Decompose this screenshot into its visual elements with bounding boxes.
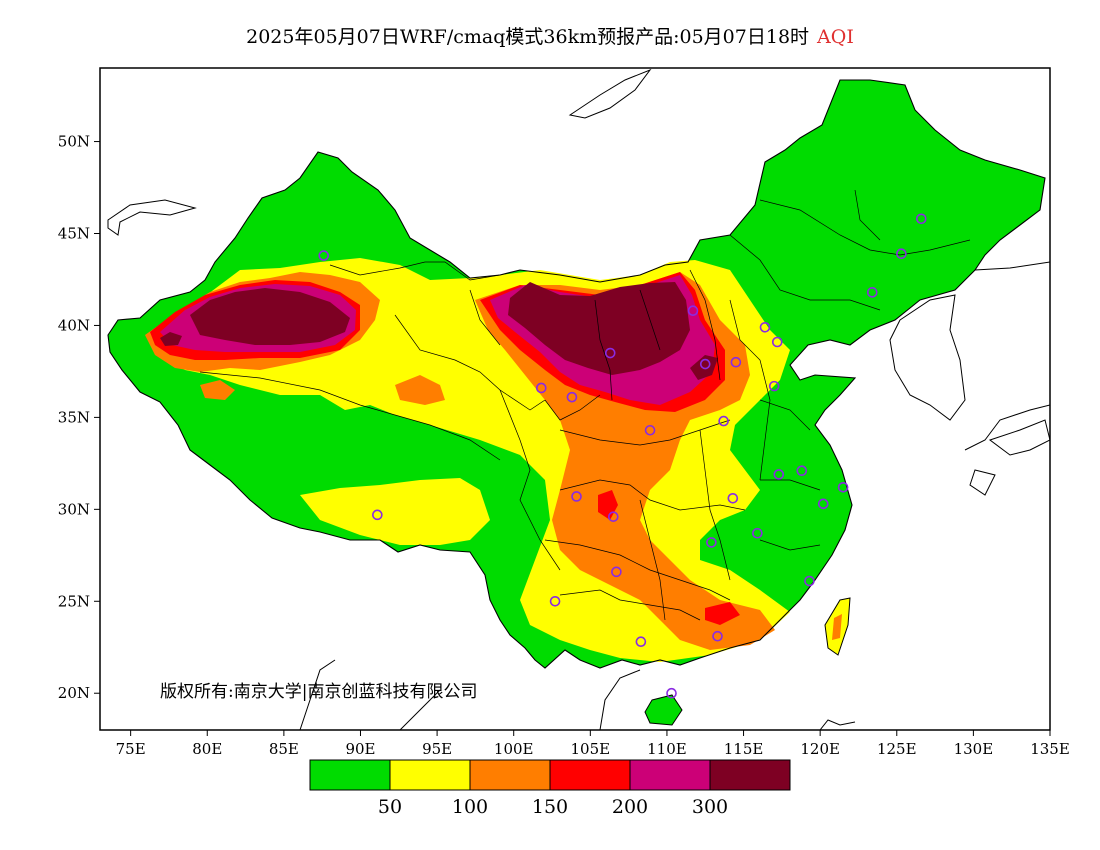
city-station-marker	[837, 481, 849, 493]
city-station-marker	[727, 492, 739, 504]
city-station-marker	[730, 356, 742, 368]
legend-swatch	[709, 759, 791, 791]
lon-tick-label: 105E	[571, 740, 611, 758]
lon-tick-label: 90E	[345, 740, 375, 758]
legend-swatch	[549, 759, 631, 791]
city-station-marker	[372, 509, 383, 521]
lon-tick-label: 125E	[877, 740, 917, 758]
city-station-marker	[666, 687, 677, 699]
title-text: 2025年05月07日WRF/cmaq模式36km预报产品:05月07日18时	[246, 26, 810, 48]
lon-tick-label: 110E	[647, 740, 687, 758]
hainan-region	[644, 694, 683, 726]
lat-tick-label: 40N	[58, 316, 90, 334]
city-station-marker	[759, 321, 771, 333]
legend-label: 150	[532, 796, 568, 818]
legend-swatch	[629, 759, 711, 791]
lat-tick-label: 35N	[58, 408, 90, 426]
city-station-marker	[796, 465, 808, 477]
city-station-marker	[608, 511, 619, 522]
map-title: 2025年05月07日WRF/cmaq模式36km预报产品:05月07日18时 A…	[0, 22, 1100, 49]
legend-swatch	[469, 759, 551, 791]
city-station-marker	[549, 595, 561, 607]
city-station-marker	[896, 248, 907, 260]
lat-tick-label: 45N	[58, 225, 90, 243]
map-axes: 75E 80E 85E 90E 95E 100E 105E 110E 115E 120E 125E 1…	[58, 133, 1070, 758]
city-station-marker	[718, 415, 729, 427]
city-station-marker	[804, 575, 815, 587]
lon-tick-label: 120E	[800, 740, 840, 758]
lon-tick-label: 75E	[116, 740, 146, 758]
title-variable: AQI	[817, 26, 854, 48]
city-station-marker	[604, 347, 616, 359]
city-station-marker	[768, 380, 780, 392]
city-station-marker	[644, 424, 656, 436]
lon-tick-label: 115E	[724, 740, 764, 758]
city-station-marker	[866, 287, 878, 298]
city-station-marker	[752, 527, 763, 539]
country-outline	[107, 79, 1046, 669]
city-station-marker	[571, 491, 582, 502]
city-station-marker	[771, 336, 783, 348]
province-boundaries	[199, 189, 971, 621]
legend-label: 200	[612, 796, 648, 818]
lat-tick-label: 25N	[58, 592, 90, 610]
city-station-marker	[706, 537, 717, 548]
city-station-marker	[611, 566, 622, 578]
lat-tick-label: 20N	[58, 684, 90, 702]
city-station-marker	[318, 250, 330, 261]
copyright-text: 版权所有:南京大学|南京创蓝科技有限公司	[160, 682, 477, 702]
lat-tick-label: 30N	[58, 500, 90, 518]
legend-swatch	[309, 759, 391, 791]
city-station-marker	[915, 213, 927, 225]
map-frame	[99, 67, 1051, 731]
lon-tick-label: 130E	[954, 740, 994, 758]
city-station-marker	[535, 382, 547, 394]
legend-label: 100	[452, 796, 488, 818]
city-station-marker	[635, 636, 647, 648]
lon-tick-label: 100E	[494, 740, 534, 758]
station-markers	[318, 213, 927, 699]
legend-label: 50	[378, 796, 402, 818]
city-station-marker	[699, 358, 711, 370]
legend-label: 300	[692, 796, 728, 818]
city-station-marker	[566, 391, 578, 403]
lon-tick-label: 85E	[269, 740, 299, 758]
aqi-legend: 50 100 150 200 300	[309, 759, 791, 818]
coastlines	[107, 68, 1050, 730]
city-station-marker	[712, 630, 723, 642]
aqi-field-maroon	[160, 282, 718, 380]
city-station-marker	[817, 498, 829, 510]
lon-tick-label: 135E	[1030, 740, 1070, 758]
map-content: 版权所有:南京大学|南京创蓝科技有限公司	[107, 68, 1050, 730]
lat-tick-label: 50N	[58, 133, 90, 151]
lon-tick-label: 80E	[192, 740, 222, 758]
legend-swatch	[389, 759, 471, 791]
lon-tick-label: 95E	[422, 740, 452, 758]
city-station-marker	[773, 469, 785, 480]
city-station-marker	[687, 305, 699, 317]
